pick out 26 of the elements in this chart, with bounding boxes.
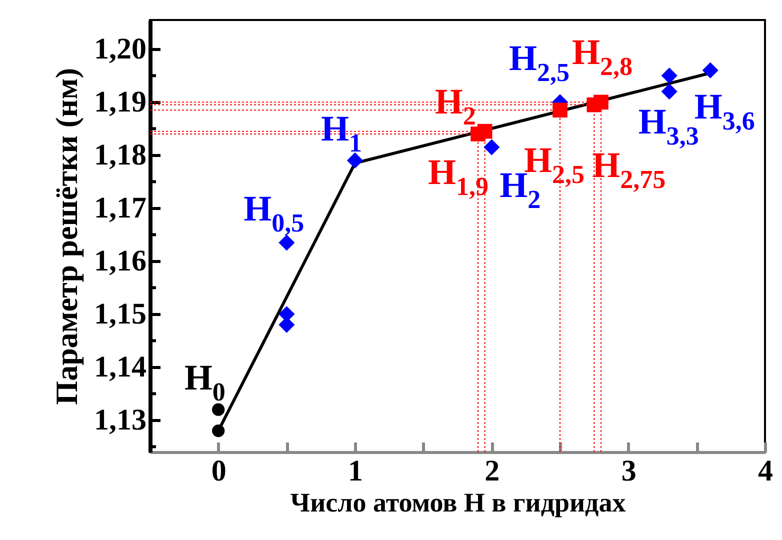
y-tick-label: 1,17 <box>94 192 146 225</box>
point <box>346 152 364 169</box>
point <box>661 68 678 84</box>
y-tick-label: 1,18 <box>94 138 146 172</box>
y-tick-label: 1,16 <box>94 244 146 278</box>
point <box>661 83 678 100</box>
point <box>278 234 295 251</box>
y-axis-title: Параметр решётки (нм) <box>49 68 84 406</box>
x-tick-label: 4 <box>758 454 773 488</box>
y-tick-label: 1,14 <box>94 350 146 384</box>
x-tick-label: 2 <box>484 454 500 488</box>
y-tick-label: 1,20 <box>94 32 146 66</box>
y-tick-label: 1,19 <box>94 86 146 119</box>
y-tick-label: 1,15 <box>94 298 146 331</box>
x-axis-title: Число атомов H в гидридах <box>290 488 626 518</box>
x-tick-label: 3 <box>621 454 636 488</box>
point <box>477 124 492 139</box>
y-tick-label: 1,13 <box>94 404 146 437</box>
point <box>484 139 500 156</box>
point <box>212 424 225 438</box>
x-tick-label: 1 <box>348 454 363 488</box>
point <box>702 62 718 78</box>
x-tick-label: 0 <box>211 454 226 488</box>
point <box>212 403 225 416</box>
point <box>594 94 608 110</box>
point <box>552 102 568 118</box>
